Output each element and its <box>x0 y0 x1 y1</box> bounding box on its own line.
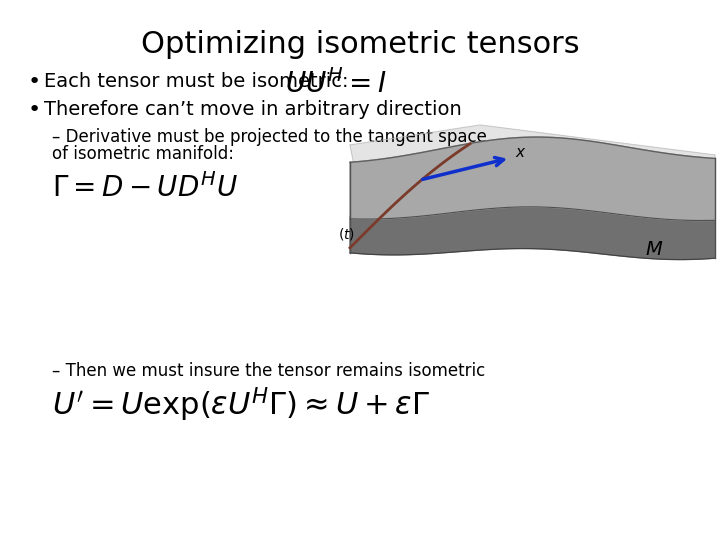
Polygon shape <box>350 137 715 220</box>
Text: – Then we must insure the tensor remains isometric: – Then we must insure the tensor remains… <box>52 362 485 380</box>
Text: Each tensor must be isometric:: Each tensor must be isometric: <box>44 72 348 91</box>
Text: Optimizing isometric tensors: Optimizing isometric tensors <box>140 30 580 59</box>
Text: $\Gamma = D - UD^H U$: $\Gamma = D - UD^H U$ <box>52 173 238 203</box>
Text: $(t)$: $(t)$ <box>338 226 355 241</box>
Text: $UU^H = I$: $UU^H = I$ <box>285 69 387 99</box>
Text: $U' = U\exp(\varepsilon U^H \Gamma) \approx U + \varepsilon\Gamma$: $U' = U\exp(\varepsilon U^H \Gamma) \app… <box>52 385 430 423</box>
Text: $x$: $x$ <box>515 145 526 160</box>
Text: of isometric manifold:: of isometric manifold: <box>52 145 234 163</box>
Polygon shape <box>350 204 715 260</box>
Text: •: • <box>28 72 41 92</box>
Polygon shape <box>350 125 715 195</box>
Text: $T_x M$: $T_x M$ <box>460 143 491 161</box>
Text: •: • <box>28 100 41 120</box>
Text: Therefore can’t move in arbitrary direction: Therefore can’t move in arbitrary direct… <box>44 100 462 119</box>
Text: $M$: $M$ <box>645 240 663 259</box>
Text: – Derivative must be projected to the tangent space: – Derivative must be projected to the ta… <box>52 128 487 146</box>
